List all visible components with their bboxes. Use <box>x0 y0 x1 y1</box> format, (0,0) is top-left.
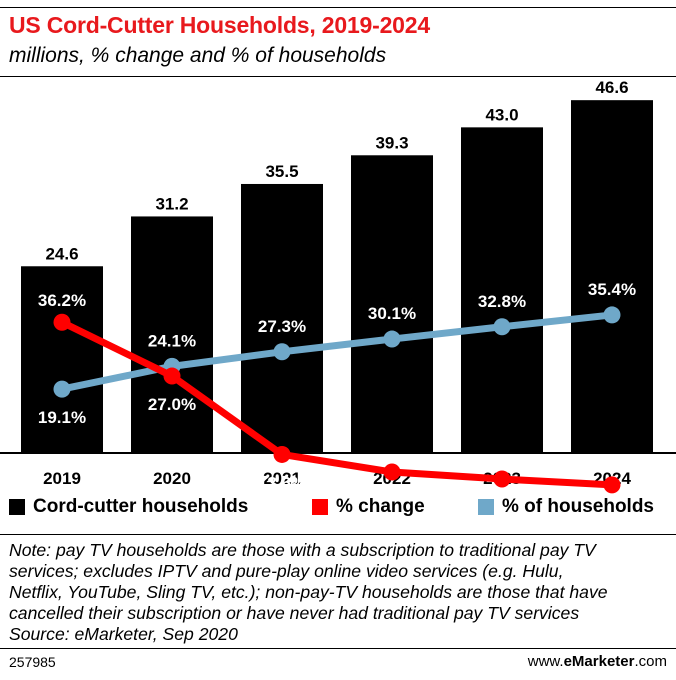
bar-label-2024: 46.6 <box>595 78 628 97</box>
share-label-2022: 30.1% <box>368 304 416 323</box>
bar-2022 <box>351 155 433 452</box>
share-point-2019 <box>53 380 71 398</box>
note-line: Netflix, YouTube, Sling TV, etc.); non-p… <box>9 582 608 602</box>
share-label-2021: 27.3% <box>258 317 306 336</box>
change-point-2019 <box>53 313 71 331</box>
bar-2019 <box>21 266 103 452</box>
share-point-2021 <box>273 343 291 361</box>
share-label-2023: 32.8% <box>478 292 526 311</box>
bar-2023 <box>461 127 543 452</box>
chart-legend: Cord-cutter households % change % of hou… <box>0 496 676 526</box>
bar-2024 <box>571 100 653 453</box>
bar-label-2021: 35.5 <box>265 162 298 181</box>
chart-note: Note: pay TV households are those with a… <box>9 540 669 645</box>
chart-id: 257985 <box>9 654 56 670</box>
share-label-2020: 24.1% <box>148 331 196 350</box>
chart-plot-area: 24.631.235.539.343.046.62019202020212022… <box>0 78 676 500</box>
change-point-2024 <box>603 476 621 494</box>
change-label-2019: 36.2% <box>38 291 86 310</box>
legend-swatch-households <box>9 499 25 515</box>
bar-label-2020: 31.2 <box>155 194 188 213</box>
change-point-2021 <box>273 445 291 463</box>
change-point-2020 <box>163 367 181 385</box>
change-point-2022 <box>383 463 401 481</box>
bar-2021 <box>241 183 323 452</box>
note-line: cancelled their subscription or have nev… <box>9 603 580 623</box>
change-point-2023 <box>493 470 511 488</box>
brand-link[interactable]: www.eMarketer.com <box>528 653 667 670</box>
footer-rule <box>0 648 676 649</box>
share-label-2024: 35.4% <box>588 280 636 299</box>
note-line: Note: pay TV households are those with a… <box>9 540 596 560</box>
chart-title: US Cord-Cutter Households, 2019-2024 <box>9 12 430 38</box>
legend-swatch-change <box>312 499 328 515</box>
change-label-2022: 10.6% <box>368 491 416 500</box>
note-source: Source: eMarketer, Sep 2020 <box>9 624 238 644</box>
share-label-2019: 19.1% <box>38 408 86 427</box>
brand-suffix: .com <box>634 653 667 670</box>
change-label-2023: 9.4% <box>483 498 522 500</box>
x-tick-label-2021: 2021 <box>263 469 301 488</box>
bar-label-2023: 43.0 <box>485 105 518 124</box>
change-line <box>58 318 616 489</box>
x-tick-label-2019: 2019 <box>43 469 81 488</box>
top-rule <box>0 7 676 8</box>
note-line: services; excludes IPTV and pure-play on… <box>9 561 564 581</box>
legend-item-households: Cord-cutter households <box>9 496 248 518</box>
change-label-2021: 13.6% <box>258 473 306 492</box>
note-rule <box>0 534 676 535</box>
legend-label-change: % change <box>336 496 425 517</box>
bar-label-2022: 39.3 <box>375 133 408 152</box>
brand-prefix: www. <box>527 653 564 670</box>
bar-label-2019: 24.6 <box>45 244 78 263</box>
share-point-2024 <box>603 306 621 324</box>
x-tick-label-2020: 2020 <box>153 469 191 488</box>
change-label-2020: 27.0% <box>148 395 196 414</box>
share-point-2022 <box>383 330 401 348</box>
title-rule <box>0 76 676 77</box>
legend-item-change: % change <box>312 496 425 518</box>
legend-label-share: % of households <box>502 496 654 517</box>
brand-name: eMarketer <box>563 653 635 670</box>
legend-label-households: Cord-cutter households <box>33 496 249 517</box>
share-point-2023 <box>493 318 511 336</box>
legend-item-share: % of households <box>478 496 654 518</box>
bar-2020 <box>131 216 213 452</box>
legend-swatch-share <box>478 499 494 515</box>
chart-subtitle: millions, % change and % of households <box>9 44 387 67</box>
